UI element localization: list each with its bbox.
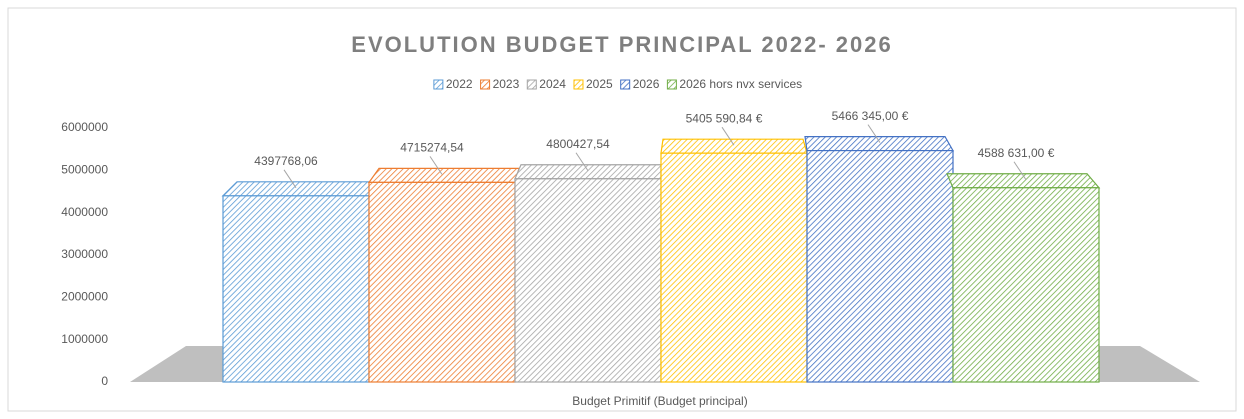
chart-title: EVOLUTION BUDGET PRINCIPAL 2022- 2026 [351,32,892,57]
label-leader [429,156,443,175]
legend-label: 2026 hors nvx services [679,77,802,91]
legend-label: 2024 [539,77,566,91]
bar-top [804,135,955,152]
y-tick-label: 0 [101,374,108,388]
y-tick-label: 5000000 [61,163,108,177]
y-tick-label: 3000000 [61,247,108,261]
y-tick-label: 1000000 [61,332,108,346]
label-leader [283,169,297,189]
label-leader [867,124,881,143]
y-tick-label: 4000000 [61,205,108,219]
bar-top [367,167,520,183]
data-label: 5405 590,84 € [686,111,763,125]
legend: 2022 2023 2024 2025 2026 2026 hors nvx servic… [433,77,802,91]
y-tick-label: 6000000 [61,120,108,134]
label-leader [1013,161,1027,181]
legend-swatch [620,79,631,90]
data-label: 4715274,54 [400,141,464,155]
data-label: 4800427,54 [546,137,610,151]
data-label: 4397768,06 [254,154,318,168]
legend-swatch [573,79,584,90]
legend-swatch [433,79,444,90]
bar [368,181,516,383]
legend-label: 2026 [633,77,660,91]
label-leader [721,126,735,146]
x-axis-label: Budget Primitif (Budget principal) [572,394,747,408]
legend-swatch [480,79,491,90]
bar-top [514,164,662,180]
bar [952,187,1100,383]
label-leader [575,152,589,172]
bar [660,152,808,383]
bar [806,149,954,383]
bar [514,178,662,383]
y-tick-label: 2000000 [61,290,108,304]
data-label: 4588 631,00 € [978,146,1055,160]
legend-label: 2022 [446,77,473,91]
legend-label: 2025 [586,77,613,91]
legend-label: 2023 [493,77,520,91]
bar [222,195,370,383]
legend-swatch [666,79,677,90]
legend-swatch [526,79,537,90]
bar-top [221,181,379,197]
bar-top [660,138,808,154]
data-label: 5466 345,00 € [832,109,909,123]
